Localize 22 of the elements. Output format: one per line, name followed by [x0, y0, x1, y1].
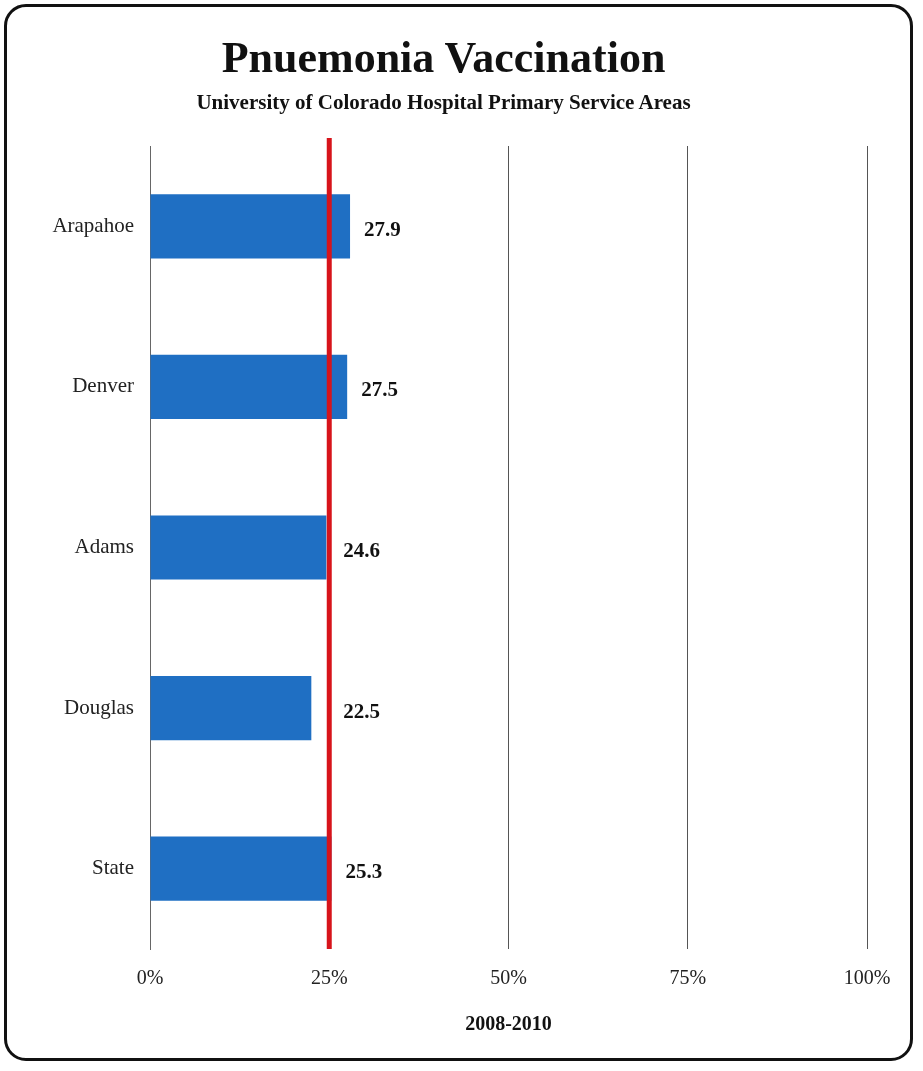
data-label: 27.9	[364, 216, 401, 241]
y-tick-label: Douglas	[64, 694, 134, 719]
y-tick-label: Denver	[72, 373, 134, 398]
x-tick-label: 100%	[843, 966, 891, 989]
x-tick-label: 50%	[490, 966, 527, 989]
y-tick-label: State	[92, 855, 134, 880]
x-tick-label: 75%	[669, 966, 707, 989]
bar	[150, 194, 351, 259]
chart-subtitle: University of Colorado Hospital Primary Service Areas	[196, 89, 691, 114]
chart-title: Pnuemonia Vaccination	[221, 32, 666, 82]
bar	[150, 515, 327, 580]
data-label: 25.3	[345, 859, 383, 884]
y-tick-label: Arapahoe	[52, 212, 134, 237]
x-axis-title: 2008-2010	[465, 1012, 552, 1035]
y-tick-label: Adams	[74, 534, 134, 559]
x-tick-label: 25%	[310, 966, 348, 989]
data-label: 27.5	[361, 377, 398, 402]
data-label: 22.5	[343, 698, 380, 723]
data-label: 24.6	[343, 537, 380, 562]
x-tick-label: 0%	[136, 966, 164, 989]
bar	[150, 675, 312, 741]
bar	[150, 354, 348, 420]
